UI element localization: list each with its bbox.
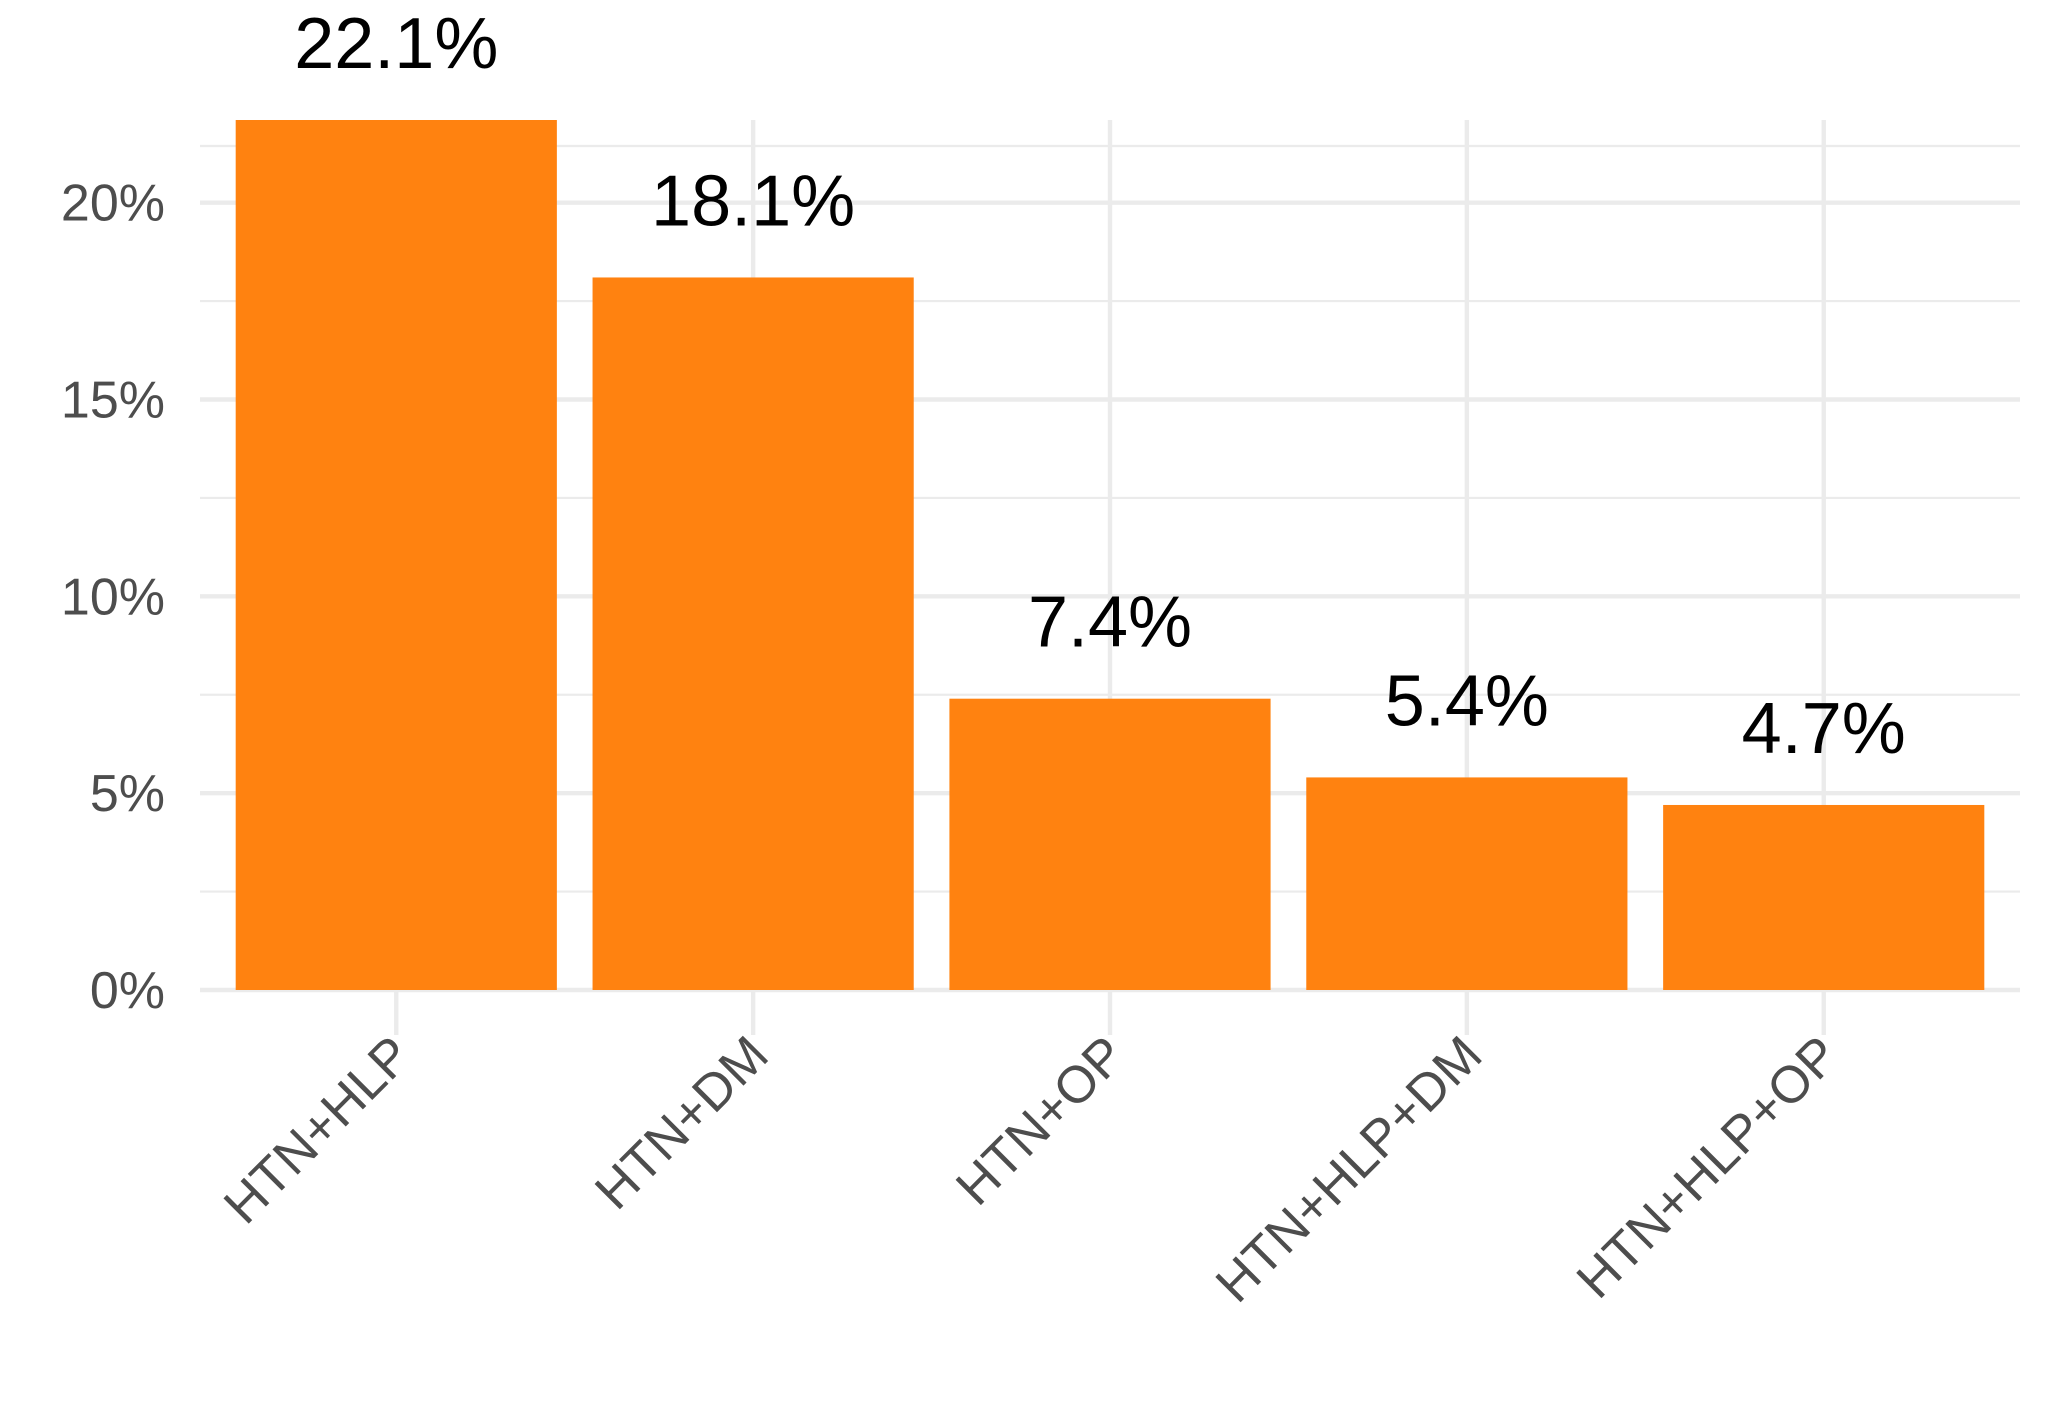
y-tick-label-4: 20% <box>61 175 165 233</box>
data-label-2: 7.4% <box>1028 583 1192 663</box>
x-tick-label-3: HTN+HLP+DM <box>1205 1025 1493 1313</box>
bar-htn-hlp-dm <box>1306 777 1628 990</box>
x-tick-label-2: HTN+OP <box>945 1025 1136 1216</box>
data-label-0: 22.1% <box>294 4 498 84</box>
bar-htn-hlp <box>235 120 557 990</box>
data-label-3: 5.4% <box>1385 661 1549 741</box>
data-label-1: 18.1% <box>651 161 855 241</box>
y-tick-label-0: 0% <box>90 962 165 1020</box>
y-axis-tick-labels: 0% 5% 10% 15% 20% <box>61 175 165 1020</box>
bars <box>235 120 1985 990</box>
data-labels: 22.1% 18.1% 7.4% 5.4% 4.7% <box>294 4 1906 769</box>
y-tick-label-3: 15% <box>61 372 165 430</box>
bar-htn-op <box>949 698 1271 990</box>
bar-htn-dm <box>592 277 914 990</box>
x-tick-label-1: HTN+DM <box>584 1025 779 1220</box>
x-tick-label-0: HTN+HLP <box>213 1025 423 1235</box>
y-tick-label-2: 10% <box>61 568 165 626</box>
data-label-4: 4.7% <box>1742 689 1906 769</box>
bar-htn-hlp-op <box>1663 804 1985 990</box>
y-tick-label-1: 5% <box>90 765 165 823</box>
x-axis-tick-labels: HTN+HLP HTN+DM HTN+OP HTN+HLP+DM HTN+HLP+OP <box>213 1025 1850 1313</box>
x-tick-label-4: HTN+HLP+OP <box>1566 1025 1850 1309</box>
